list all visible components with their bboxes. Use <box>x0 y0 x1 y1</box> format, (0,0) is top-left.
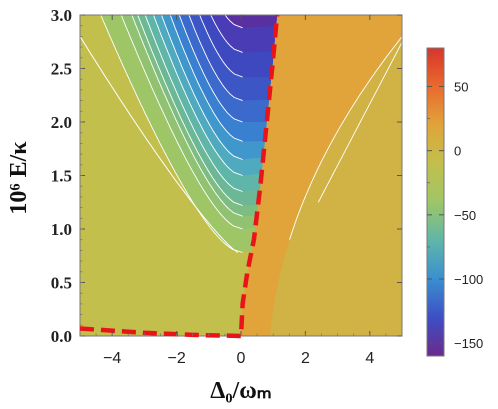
y-axis-title: 10⁶ E/κ <box>6 141 32 215</box>
colorbar-bar <box>426 47 445 357</box>
contour-line <box>224 15 243 29</box>
contour-line <box>317 41 402 203</box>
x-axis: −4 −2 0 2 4 <box>79 15 403 367</box>
x-tick-label: 2 <box>301 350 310 367</box>
colorbar-tick-label: −50 <box>454 208 476 223</box>
x-axis-title: Δ₀/ωₘ <box>210 378 271 404</box>
colorbar-tick-label: 50 <box>454 80 468 95</box>
y-axis: 0.0 0.5 1.0 1.5 2.0 2.5 3.0 <box>51 6 402 346</box>
contour-line <box>131 15 243 217</box>
contour-line <box>120 15 243 230</box>
contour-line <box>153 15 243 176</box>
colorbar-tick-label: −150 <box>454 336 483 351</box>
y-tick-label: 2.0 <box>51 113 72 132</box>
y-tick-label: 1.0 <box>51 220 72 239</box>
plot-area <box>79 14 403 339</box>
background-region-right-lower <box>241 15 402 336</box>
y-tick-label: 1.5 <box>51 167 72 186</box>
contour-line <box>137 15 243 206</box>
contour-line <box>161 15 243 160</box>
contour-line <box>199 15 243 78</box>
x-tick-label: 4 <box>365 350 374 367</box>
contour-lines <box>80 15 402 253</box>
colorbar: 50 0 −50 −100 −150 <box>426 47 483 357</box>
y-tick-label: 0.5 <box>51 274 72 293</box>
contour-line <box>100 15 243 253</box>
contour-line <box>188 15 243 102</box>
x-tick-label: 0 <box>237 350 246 367</box>
y-tick-label: 3.0 <box>51 6 72 25</box>
contour-line <box>80 35 239 253</box>
contour-line <box>289 35 402 240</box>
contour-line <box>210 15 243 53</box>
colorbar-tick-label: −100 <box>454 272 483 287</box>
y-tick-label: 2.5 <box>51 60 72 79</box>
contour-line <box>144 15 243 192</box>
x-tick-label: −2 <box>167 350 185 367</box>
x-tick-label: −4 <box>103 350 121 367</box>
y-tick-label: 0.0 <box>51 327 72 346</box>
contour-band <box>225 15 278 28</box>
contour-line <box>169 15 243 142</box>
contour-line <box>178 15 243 123</box>
colorbar-tick-label: 0 <box>454 144 461 159</box>
